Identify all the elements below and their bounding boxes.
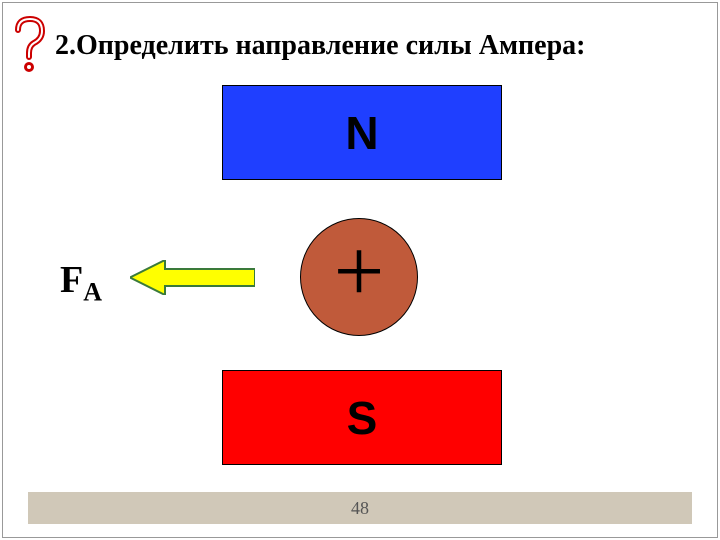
force-letter: F (60, 259, 83, 301)
force-label: FA (60, 258, 102, 308)
arrow-polygon (130, 260, 255, 295)
north-pole-box: N (222, 85, 502, 180)
question-mark-icon (10, 15, 50, 75)
south-pole-label: S (347, 391, 378, 445)
force-subscript: A (83, 278, 102, 307)
slide-title: 2.Определить направление силы Ампера: (55, 30, 585, 62)
footer-bar: 48 (28, 492, 692, 524)
plus-symbol: + (334, 227, 385, 317)
force-arrow (130, 260, 255, 295)
south-pole-box: S (222, 370, 502, 465)
north-pole-label: N (345, 106, 378, 160)
page-number: 48 (351, 498, 369, 519)
current-circle: + (300, 218, 418, 336)
